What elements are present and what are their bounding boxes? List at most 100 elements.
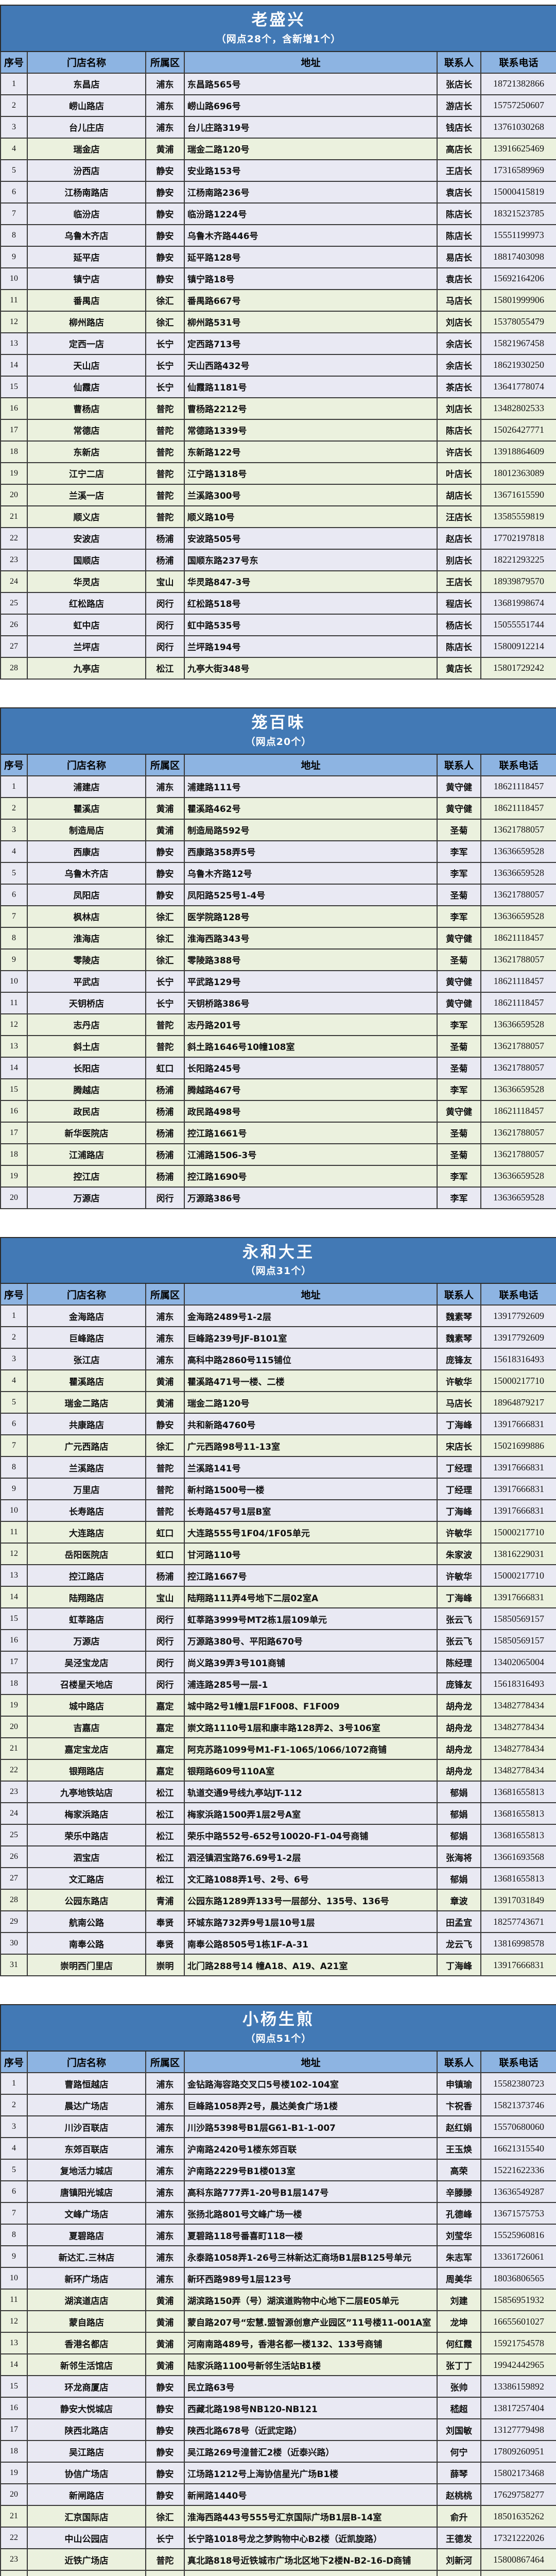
cell-contact: 汪店长 — [437, 505, 481, 528]
cell-contact: 圣菊 — [437, 1121, 481, 1144]
cell-address: 兰坪路194号 — [184, 635, 438, 658]
cell-store-name: 南奉公路 — [27, 1932, 146, 1955]
store-row: 23 近铁广场店 普陀 真北路818号近铁城市广场北区地下2楼N-B2-16-D商铺刘… — [0, 2548, 556, 2571]
cell-district: 普陀 — [145, 1456, 185, 1479]
store-row: 6 凤阳店 静安 凤阳路525号1-4号 圣菊 13621788057 — [0, 883, 556, 906]
column-header-district: 所属区 — [145, 50, 185, 74]
cell-district: 普陀 — [145, 2570, 185, 2576]
cell-phone: 15821967458 — [480, 332, 556, 355]
cell-store-name: 宜川路店 — [27, 2570, 146, 2576]
cell-contact: 赵店长 — [437, 527, 481, 550]
store-row: 25 红松路店 闵行 红松路518号 程店长 13681998674 — [0, 591, 556, 615]
cell-contact: 余店长 — [437, 332, 481, 355]
cell-contact: 高店长 — [437, 137, 481, 160]
column-header-phone: 联系电话 — [480, 1283, 556, 1306]
store-row: 13 定西一店 长宁 定西路713号 余店长 15821967458 — [0, 332, 556, 355]
cell-phone: 13621788057 — [480, 1143, 556, 1166]
cell-contact: 袁店长 — [437, 267, 481, 290]
cell-address: 银翔路609号110A室 — [184, 1759, 438, 1782]
cell-address: 浦连路285号一层-1 — [184, 1672, 438, 1696]
cell-contact: 易店长 — [437, 245, 481, 268]
cell-contact: 孔德峰 — [437, 2202, 481, 2225]
column-header-phone: 联系电话 — [480, 50, 556, 74]
cell-phone: 13636659528 — [480, 1164, 556, 1188]
cell-district: 长宁 — [145, 353, 185, 377]
store-row: 1 金海路店 浦东 金海路2489号1-2层 魏素琴 13917792609 — [0, 1304, 556, 1328]
cell-address: 新闸路1440号 — [184, 2483, 438, 2506]
cell-store-name: 长阳店 — [27, 1056, 146, 1079]
cell-contact: 黄守健 — [437, 926, 481, 950]
cell-serial: 14 — [0, 1586, 28, 1609]
store-row: 2 晨达广场店 浦东 巨峰路1058弄2号，晨达美食广场1楼 卞祝香 1582137374… — [0, 2094, 556, 2116]
cell-address: 医学院路128号 — [184, 905, 438, 928]
cell-district: 杨浦 — [145, 527, 185, 550]
cell-serial: 23 — [0, 2548, 28, 2571]
cell-phone: 15856951932 — [480, 2289, 556, 2311]
cell-address: 夏碧路118号番喜町118一楼 — [184, 2224, 438, 2246]
cell-serial: 6 — [0, 2180, 28, 2203]
store-row: 1 曹路恒越店 浦东 金钻路海容路交叉口5号楼102-104室 申镇瑜 155823807… — [0, 2072, 556, 2095]
store-row: 10 镇宁店 静安 镇宁路18号 袁店长 15692164206 — [0, 267, 556, 290]
cell-phone: 13681655813 — [480, 1781, 556, 1804]
cell-district: 静安 — [145, 2483, 185, 2506]
brand-banner: 永和大王 （网点31个） — [0, 1236, 556, 1284]
cell-serial: 20 — [0, 2483, 28, 2506]
cell-store-name: 近铁广场店 — [27, 2548, 146, 2571]
cell-phone: 13681655813 — [480, 1867, 556, 1890]
cell-store-name: 延平店 — [27, 245, 146, 268]
cell-contact: 章波 — [437, 1889, 481, 1912]
cell-phone: 13636549287 — [480, 2180, 556, 2203]
cell-district: 嘉定 — [145, 1716, 185, 1739]
cell-serial: 4 — [0, 2137, 28, 2160]
cell-address: 九亭大街348号 — [184, 656, 438, 680]
cell-phone: 13621788057 — [480, 1035, 556, 1058]
cell-district: 浦东 — [145, 1326, 185, 1349]
cell-serial: 23 — [0, 1781, 28, 1804]
cell-address: 万源路380号、平阳路670号 — [184, 1629, 438, 1652]
cell-phone: 16621315540 — [480, 2137, 556, 2160]
cell-district: 杨浦 — [145, 1164, 185, 1188]
cell-district: 松江 — [145, 1824, 185, 1847]
cell-serial: 1 — [0, 1304, 28, 1328]
store-row: 6 共康路店 静安 共和新路4760号 丁海峰 13917666831 — [0, 1413, 556, 1436]
cell-store-name: 湖滨道店店 — [27, 2289, 146, 2311]
cell-phone: 18321523785 — [480, 202, 556, 225]
cell-phone: 13917666831 — [480, 1413, 556, 1436]
cell-phone: 13361726061 — [480, 2245, 556, 2268]
cell-district: 黄浦 — [145, 2310, 185, 2333]
cell-district: 浦东 — [145, 2115, 185, 2138]
cell-contact: 李军 — [437, 1186, 481, 1209]
cell-address: 腾越路467号 — [184, 1078, 438, 1101]
cell-store-name: 崇明西门里店 — [27, 1954, 146, 1977]
cell-contact: 李军 — [437, 840, 481, 863]
cell-serial: 15 — [0, 2375, 28, 2398]
cell-phone: 15802173468 — [480, 2462, 556, 2484]
cell-store-name: 银翔路店 — [27, 1759, 146, 1782]
cell-phone: 13127779498 — [480, 2418, 556, 2441]
cell-contact: 魏素琴 — [437, 1304, 481, 1328]
cell-address: 东昌路565号 — [184, 72, 438, 95]
cell-store-name: 零陵店 — [27, 948, 146, 971]
cell-store-name: 长寿路店 — [27, 1499, 146, 1522]
cell-address: 兰溪路300号 — [184, 483, 438, 506]
cell-district: 黄浦 — [145, 796, 185, 820]
store-row: 27 文汇路店 松江 文汇路1088弄1号、2号、6号 郁娟 13681655813 — [0, 1867, 556, 1890]
cell-phone: 18721382866 — [480, 72, 556, 95]
cell-store-name: 控江路店 — [27, 1564, 146, 1587]
cell-store-name: 梅家浜路店 — [27, 1802, 146, 1825]
cell-district: 黄浦 — [145, 2332, 185, 2354]
cell-address: 金钻路海容路交叉口5号楼102-104室 — [184, 2072, 438, 2095]
cell-serial: 13 — [0, 1564, 28, 1587]
cell-store-name: 召楼星天地店 — [27, 1672, 146, 1696]
cell-phone: 15551199973 — [480, 224, 556, 247]
brand-banner: 老盛兴 （网点28个，含新增1个） — [0, 5, 556, 52]
cell-contact: 郁娟 — [437, 1824, 481, 1847]
cell-phone: 13636659528 — [480, 1078, 556, 1101]
cell-address: 陕西北路678号（近武定路） — [184, 2418, 438, 2441]
cell-serial: 5 — [0, 159, 28, 182]
store-row: 24 梅家浜路店 松江 梅家浜路1500弄1层2号A室 郁娟 13681655813 — [0, 1802, 556, 1825]
cell-district: 浦东 — [145, 2224, 185, 2246]
cell-district: 杨浦 — [145, 1143, 185, 1166]
cell-serial: 21 — [0, 505, 28, 528]
cell-serial: 7 — [0, 905, 28, 928]
